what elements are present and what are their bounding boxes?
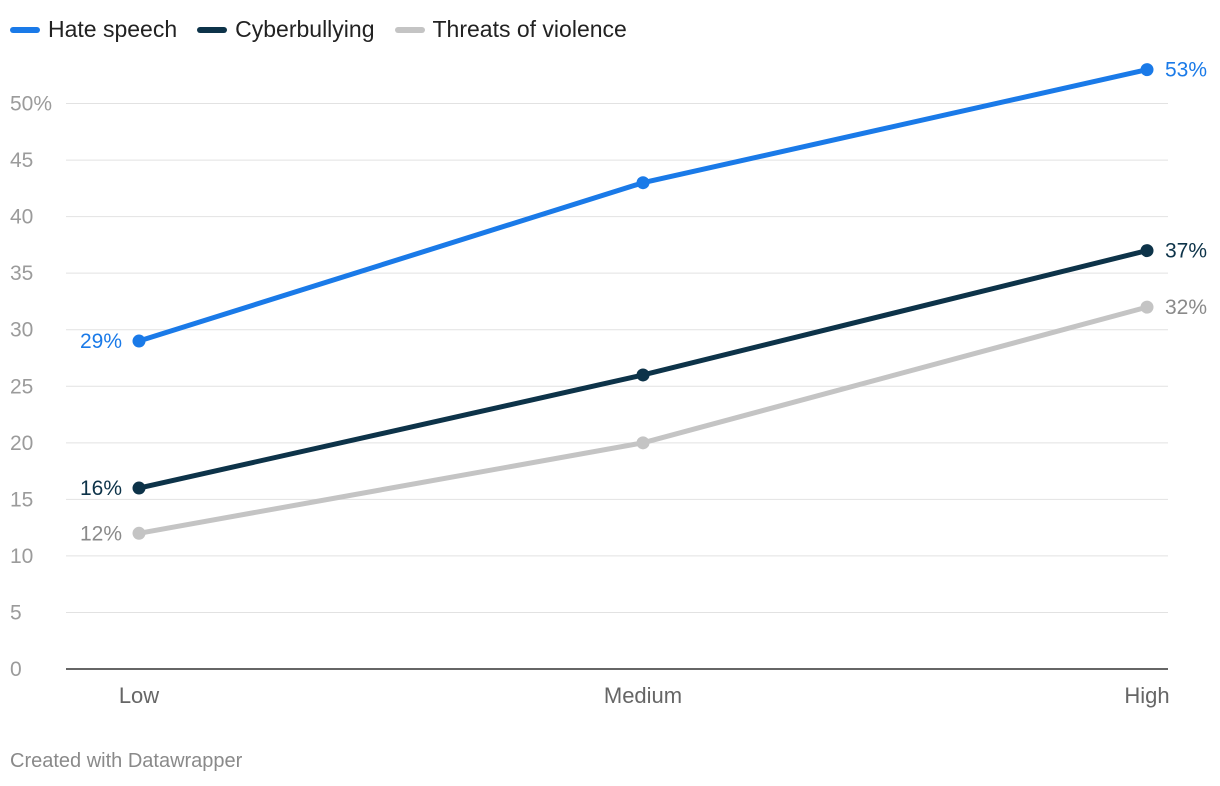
legend-item-hate-speech: Hate speech [10, 16, 177, 43]
chart-legend: Hate speech Cyberbullying Threats of vio… [10, 16, 627, 43]
y-tick-label: 25 [10, 375, 33, 398]
data-point [1140, 63, 1154, 77]
legend-swatch [394, 26, 425, 33]
data-point [1140, 244, 1154, 258]
legend-label: Hate speech [48, 16, 178, 42]
data-point [636, 176, 650, 190]
legend-label: Cyberbullying [235, 16, 375, 42]
series-line [136, 67, 1150, 344]
y-tick-label: 30 [10, 319, 33, 342]
data-label: 32% [1165, 296, 1207, 319]
data-point [132, 526, 146, 540]
y-tick-label: 10 [10, 545, 33, 568]
y-tick-label: 20 [10, 432, 33, 455]
legend-item-threats-of-violence: Threats of violence [394, 16, 627, 43]
y-tick-label: 0 [10, 658, 22, 681]
y-tick-label: 45 [10, 149, 33, 172]
y-tick-label: 5 [10, 601, 22, 624]
y-tick-label: 50% [10, 93, 52, 116]
y-tick-label: 40 [10, 206, 33, 229]
data-label: 29% [80, 330, 122, 353]
legend-label: Threats of violence [432, 16, 627, 42]
data-point [636, 368, 650, 382]
data-label: 12% [80, 522, 122, 545]
data-label: 16% [80, 477, 122, 500]
data-label: 37% [1165, 240, 1207, 263]
x-tick-label: Low [119, 683, 159, 708]
x-tick-label: Medium [604, 683, 682, 708]
x-tick-label: High [1124, 683, 1169, 708]
data-point [132, 334, 146, 348]
footer-credit: Created with Datawrapper [10, 750, 243, 772]
legend-swatch [197, 26, 228, 33]
y-tick-label: 35 [10, 262, 33, 285]
data-point [636, 436, 650, 450]
data-label: 53% [1165, 59, 1207, 82]
data-point [1140, 300, 1154, 314]
y-tick-label: 15 [10, 488, 33, 511]
data-point [132, 481, 146, 495]
legend-swatch [10, 26, 40, 33]
legend-item-cyberbullying: Cyberbullying [197, 16, 375, 43]
